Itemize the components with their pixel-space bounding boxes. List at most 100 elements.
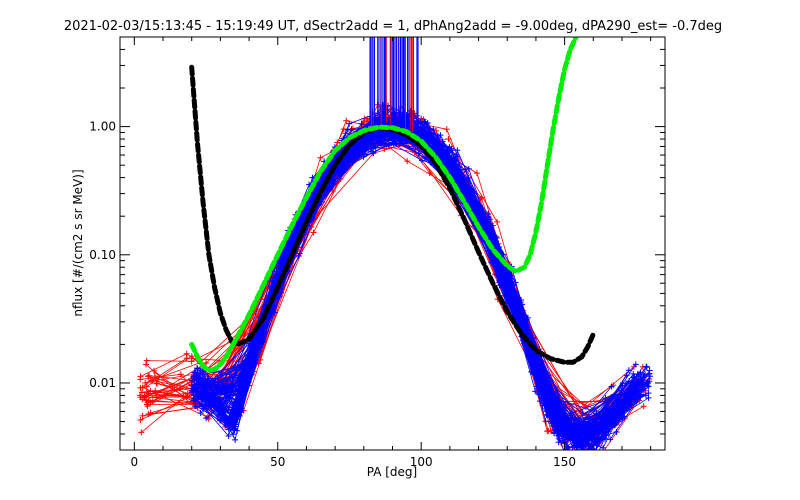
measurement-marker bbox=[309, 174, 316, 181]
measurement-marker bbox=[591, 427, 598, 434]
measurement-marker bbox=[383, 141, 390, 148]
measurement-marker bbox=[643, 363, 650, 370]
measurement-marker bbox=[271, 309, 278, 316]
measurement-marker bbox=[137, 384, 144, 391]
measurement-marker bbox=[216, 402, 223, 409]
measurement-marker bbox=[193, 380, 200, 387]
measurement-marker bbox=[426, 169, 433, 176]
axis-ticks: 0 50 100 150 0.01 0.10 1.00 bbox=[89, 36, 665, 469]
measurement-marker bbox=[473, 170, 480, 177]
measurement-marker bbox=[528, 368, 535, 375]
measurement-marker bbox=[146, 372, 153, 379]
measurement-marker bbox=[608, 383, 615, 390]
x-tick-label: 100 bbox=[410, 455, 433, 469]
measurement-marker bbox=[236, 412, 243, 419]
measurement-marker bbox=[203, 415, 210, 422]
measurement-marker bbox=[478, 194, 485, 201]
measurement-marker bbox=[512, 279, 519, 286]
measurement-marker bbox=[572, 439, 579, 446]
measurement-marker bbox=[448, 145, 455, 152]
measurement-marker bbox=[443, 126, 450, 133]
measurement-marker bbox=[437, 132, 444, 139]
measurement-marker bbox=[188, 358, 195, 365]
measurement-marker bbox=[568, 410, 575, 417]
measurement-marker bbox=[141, 394, 148, 401]
y-tick-label: 0.10 bbox=[89, 248, 116, 262]
measurement-marker bbox=[454, 147, 461, 154]
measurement-marker bbox=[555, 429, 562, 436]
measurement-marker bbox=[191, 369, 198, 376]
chart-title: 2021-02-03/15:13:45 - 15:19:49 UT, dSect… bbox=[64, 19, 722, 34]
measurement-marker bbox=[645, 394, 652, 401]
measurement-marker bbox=[238, 392, 245, 399]
measurement-marker bbox=[234, 416, 241, 423]
measurement-marker bbox=[542, 418, 549, 425]
measurement-marker bbox=[461, 166, 468, 173]
measurement-marker bbox=[340, 169, 347, 176]
measurement-marker bbox=[295, 253, 302, 260]
measurement-marker bbox=[584, 438, 591, 445]
measurement-marker bbox=[640, 374, 647, 381]
measurement-marker bbox=[559, 429, 566, 436]
measurement-marker bbox=[346, 120, 353, 127]
measurement-marker bbox=[551, 430, 558, 437]
measurement-marker bbox=[489, 222, 496, 229]
measurement-marker bbox=[500, 266, 507, 273]
measurement-marker bbox=[626, 378, 633, 385]
measurement-marker bbox=[183, 355, 190, 362]
measurement-marker bbox=[143, 361, 150, 368]
measurement-marker bbox=[423, 121, 430, 128]
measurement-marker bbox=[317, 154, 324, 161]
measurement-marker bbox=[191, 403, 198, 410]
measurement-marker bbox=[141, 393, 148, 400]
measurement-marker bbox=[646, 378, 653, 385]
x-tick-label: 150 bbox=[553, 455, 576, 469]
measurement-marker bbox=[278, 263, 285, 270]
measurement-marker bbox=[232, 436, 239, 443]
measurement-marker bbox=[625, 367, 632, 374]
measurement-marker bbox=[586, 448, 588, 450]
measurement-marker bbox=[647, 373, 654, 380]
measurement-marker bbox=[190, 398, 197, 405]
measurement-marker bbox=[548, 419, 555, 426]
measurement-marker bbox=[524, 314, 531, 321]
measurement-marker bbox=[418, 157, 425, 164]
measurement-marker bbox=[243, 361, 250, 368]
measurement-marker bbox=[632, 361, 639, 368]
measurement-marker bbox=[404, 158, 411, 165]
measurement-marker bbox=[539, 402, 546, 409]
measurement-marker bbox=[630, 374, 637, 381]
measurement-marker bbox=[368, 148, 375, 155]
measurement-marker bbox=[310, 216, 317, 223]
measurement-marker bbox=[605, 428, 612, 435]
measurement-marker bbox=[139, 412, 146, 419]
y-axis-label: nflux [#/(cm2 s sr MeV)] bbox=[71, 169, 85, 316]
measurement-marker bbox=[137, 416, 144, 423]
measurement-marker bbox=[138, 429, 145, 436]
measurement-marker bbox=[641, 385, 648, 392]
measurement-marker bbox=[602, 395, 609, 402]
measurement-marker bbox=[205, 375, 212, 382]
measurement-marker bbox=[147, 409, 154, 416]
measurement-marker bbox=[577, 448, 579, 450]
measurement-marker bbox=[579, 410, 586, 417]
measurement-marker bbox=[645, 383, 652, 390]
fit-curves bbox=[189, 37, 596, 374]
measurement-marker bbox=[147, 377, 154, 384]
measurement-marker bbox=[238, 409, 245, 416]
measurement-marker bbox=[543, 411, 550, 418]
measurement-marker bbox=[189, 388, 196, 395]
green-fit-curve bbox=[189, 37, 579, 374]
measurement-marker bbox=[231, 404, 238, 411]
measurement-marker bbox=[635, 373, 642, 380]
measurement-marker bbox=[497, 277, 504, 284]
y-tick-label: 1.00 bbox=[89, 120, 116, 134]
measurement-marker bbox=[205, 415, 212, 422]
measurement-marker bbox=[611, 392, 618, 399]
measurement-marker bbox=[465, 165, 472, 172]
measurement-marker bbox=[613, 429, 620, 436]
measurement-marker bbox=[197, 410, 204, 417]
x-axis-label: PA [deg] bbox=[367, 465, 417, 479]
measurement-marker bbox=[235, 382, 242, 389]
